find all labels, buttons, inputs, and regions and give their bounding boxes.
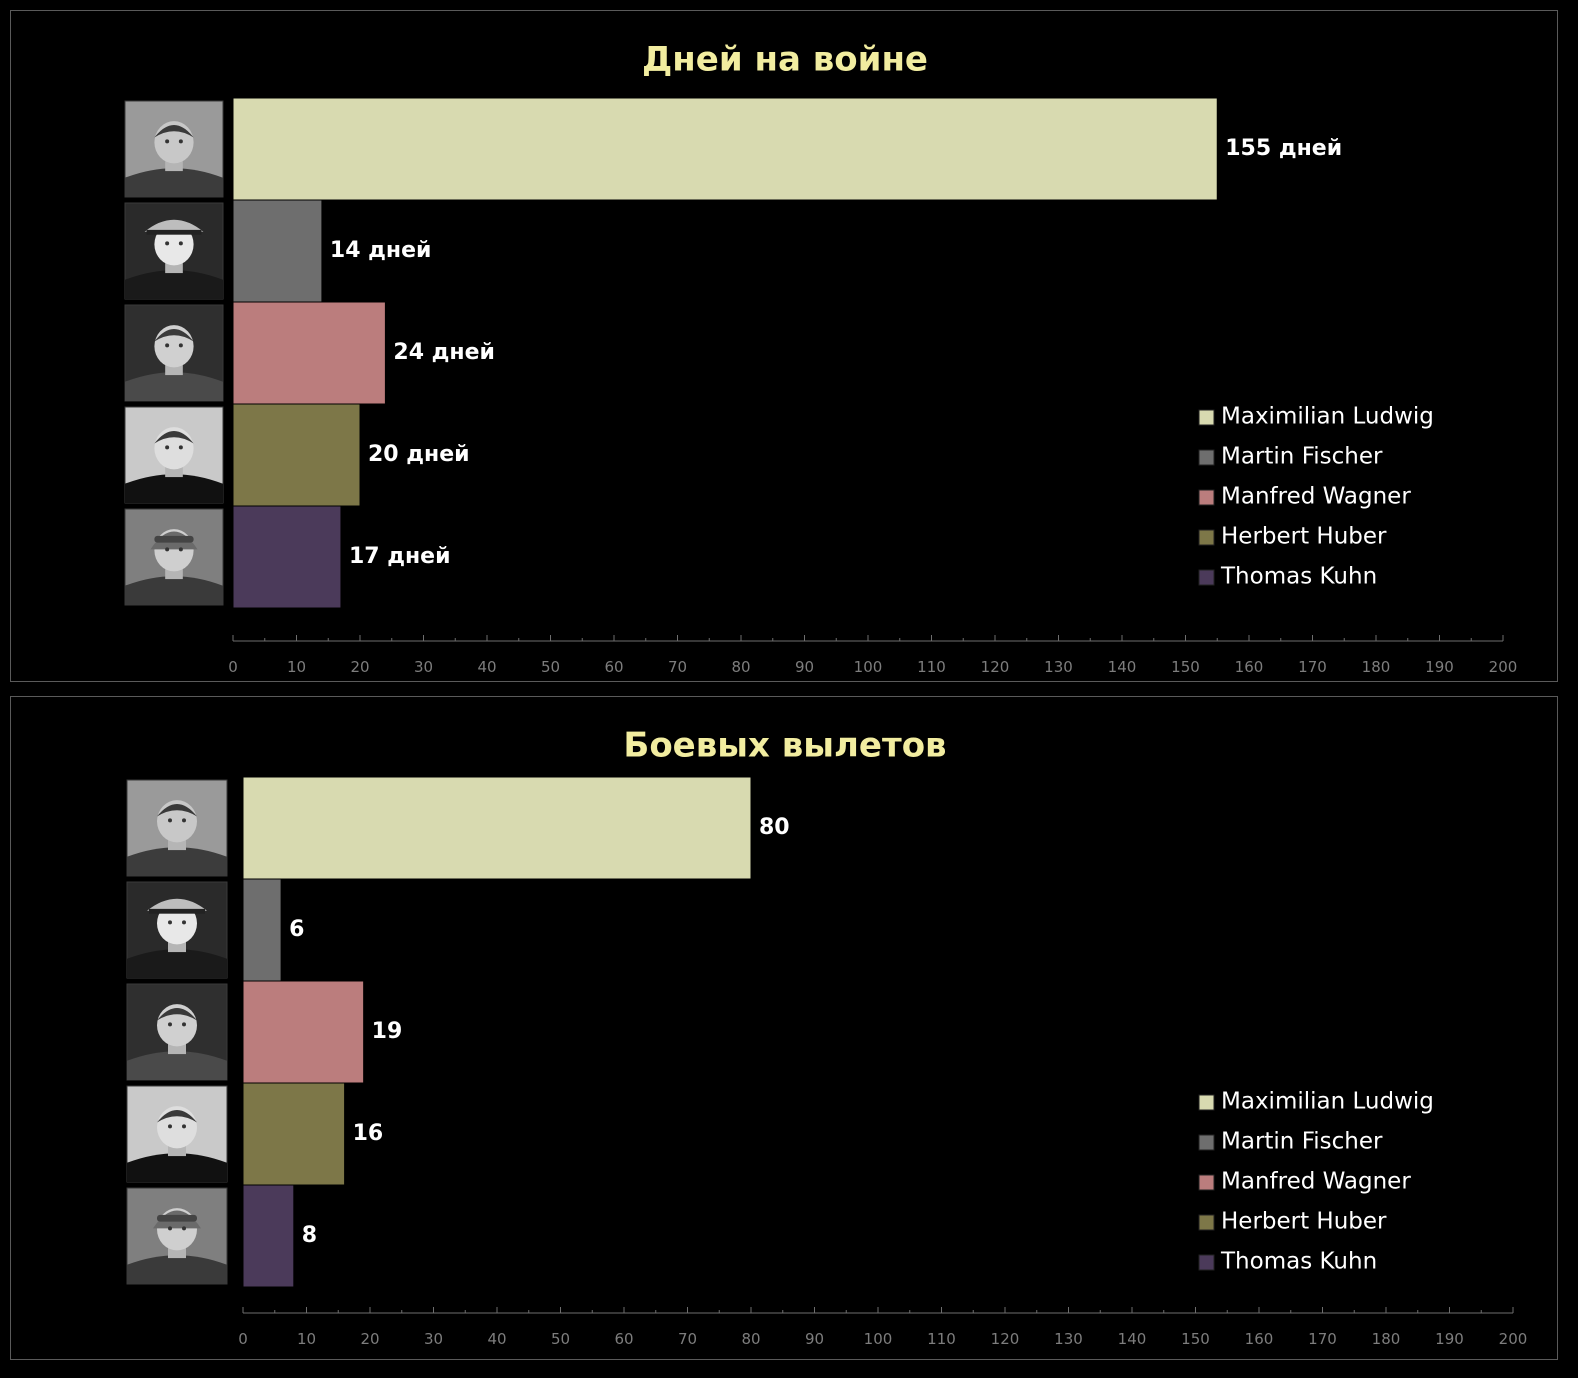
x-tick-label: 10 (287, 658, 306, 676)
x-tick-label: 40 (487, 1330, 506, 1348)
data-label: 19 (372, 1019, 403, 1044)
data-label: 16 (353, 1121, 384, 1146)
pilot-portrait-icon (124, 304, 224, 402)
x-tick-label: 160 (1245, 1330, 1274, 1348)
x-tick-label: 30 (414, 658, 433, 676)
x-tick-label: 80 (731, 658, 750, 676)
x-tick-label: 170 (1298, 658, 1327, 676)
legend-label: Manfred Wagner (1221, 484, 1411, 510)
legend-swatch (1198, 569, 1215, 586)
bar (242, 980, 365, 1084)
legend-swatch (1198, 489, 1215, 506)
data-label: 8 (302, 1223, 317, 1248)
legend-label: Maximilian Ludwig (1221, 404, 1434, 430)
data-label: 155 дней (1225, 136, 1342, 161)
pilot-portrait-icon (126, 1085, 228, 1183)
x-tick-label: 50 (541, 658, 560, 676)
data-label: 14 дней (330, 238, 432, 263)
data-label: 20 дней (368, 442, 470, 467)
x-tick-label: 130 (1044, 658, 1073, 676)
bar (232, 505, 342, 609)
legend-label: Herbert Huber (1221, 1209, 1387, 1235)
bar (242, 878, 282, 982)
bar (242, 1082, 346, 1186)
x-tick-label: 120 (981, 658, 1010, 676)
data-label: 80 (759, 815, 790, 840)
x-tick-label: 140 (1108, 658, 1137, 676)
x-tick-label: 150 (1181, 1330, 1210, 1348)
legend-swatch (1198, 409, 1215, 426)
flight-helmet-portrait-icon (126, 1187, 228, 1285)
legend-swatch (1198, 529, 1215, 546)
x-tick-label: 60 (604, 658, 623, 676)
bar (232, 199, 323, 303)
legend-label: Martin Fischer (1221, 1129, 1383, 1155)
officer-cap-portrait-icon (124, 202, 224, 300)
bar (242, 1184, 295, 1288)
days-at-war-chart: Дней на войне 155 дней 14 дней 24 дней 20 дн… (124, 40, 1518, 676)
pilot-portrait-icon (124, 406, 224, 504)
x-tick-label: 40 (477, 658, 496, 676)
bar (242, 776, 752, 880)
data-label: 17 дней (349, 544, 451, 569)
x-tick-label: 60 (614, 1330, 633, 1348)
x-tick-label: 70 (668, 658, 687, 676)
bar (232, 97, 1218, 201)
x-tick-label: 110 (917, 658, 946, 676)
x-tick-label: 90 (795, 658, 814, 676)
legend-label: Maximilian Ludwig (1221, 1089, 1434, 1115)
x-tick-label: 200 (1499, 1330, 1528, 1348)
officer-cap-portrait-icon (126, 881, 228, 979)
x-tick-label: 110 (927, 1330, 956, 1348)
x-tick-label: 180 (1362, 658, 1391, 676)
x-tick-label: 130 (1054, 1330, 1083, 1348)
x-tick-label: 70 (678, 1330, 697, 1348)
x-tick-label: 160 (1235, 658, 1264, 676)
legend-swatch (1198, 1094, 1215, 1111)
legend-swatch (1198, 1214, 1215, 1231)
legend-label: Herbert Huber (1221, 524, 1387, 550)
x-tick-label: 10 (297, 1330, 316, 1348)
pilot-portrait-icon (126, 983, 228, 1081)
legend-swatch (1198, 1254, 1215, 1271)
soldier-portrait-icon (124, 100, 224, 198)
x-tick-label: 190 (1425, 658, 1454, 676)
x-tick-label: 170 (1308, 1330, 1337, 1348)
legend-label: Thomas Kuhn (1220, 564, 1377, 590)
flight-helmet-portrait-icon (124, 508, 224, 606)
chart-title: Боевых вылетов (623, 726, 946, 766)
legend-swatch (1198, 449, 1215, 466)
chart-title: Дней на войне (642, 40, 928, 80)
x-tick-label: 20 (360, 1330, 379, 1348)
x-tick-label: 140 (1118, 1330, 1147, 1348)
x-tick-label: 30 (424, 1330, 443, 1348)
data-label: 6 (289, 917, 304, 942)
soldier-portrait-icon (126, 779, 228, 877)
x-tick-label: 50 (551, 1330, 570, 1348)
legend-label: Thomas Kuhn (1220, 1249, 1377, 1275)
x-tick-label: 100 (864, 1330, 893, 1348)
legend-swatch (1198, 1134, 1215, 1151)
x-tick-label: 0 (238, 1330, 248, 1348)
bar (232, 403, 361, 507)
x-tick-label: 90 (805, 1330, 824, 1348)
x-tick-label: 150 (1171, 658, 1200, 676)
legend-label: Martin Fischer (1221, 444, 1383, 470)
x-tick-label: 120 (991, 1330, 1020, 1348)
data-label: 24 дней (393, 340, 495, 365)
x-tick-label: 190 (1435, 1330, 1464, 1348)
x-tick-label: 20 (350, 658, 369, 676)
chart-panel-sorties: Боевых вылетов 80 6 19 16 8 0 10 20 30 40 50 60 70 80 9… (10, 696, 1558, 1360)
x-tick-label: 0 (228, 658, 238, 676)
x-tick-label: 80 (741, 1330, 760, 1348)
legend-swatch (1198, 1174, 1215, 1191)
x-tick-label: 100 (854, 658, 883, 676)
x-tick-label: 200 (1489, 658, 1518, 676)
legend-label: Manfred Wagner (1221, 1169, 1411, 1195)
bar (232, 301, 386, 405)
chart-panel-days: Дней на войне 155 дней 14 дней 24 дней 20 дн… (10, 10, 1558, 682)
x-tick-label: 180 (1372, 1330, 1401, 1348)
